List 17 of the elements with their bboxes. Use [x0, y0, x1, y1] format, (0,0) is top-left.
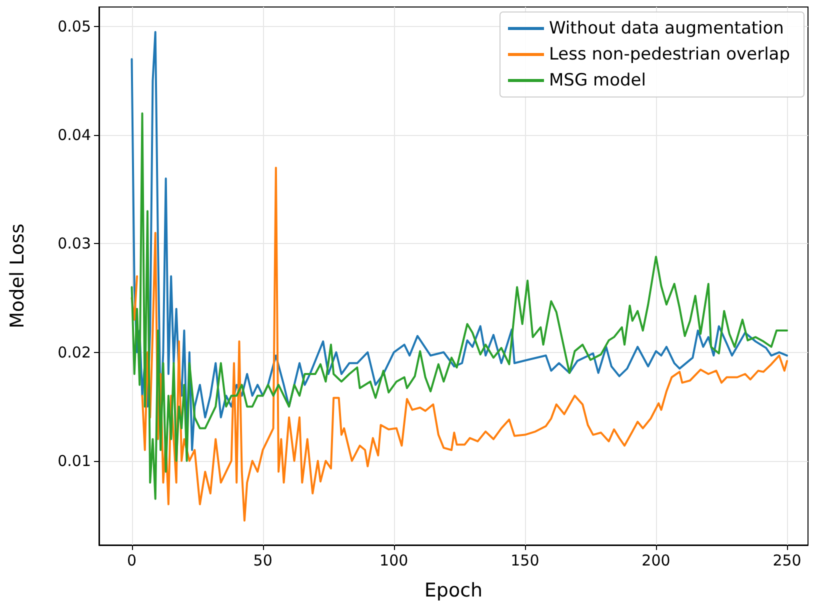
x-axis-title: Epoch: [424, 580, 483, 602]
legend-label: Without data augmentation: [548, 18, 784, 38]
y-tick-label: 0.03: [58, 234, 91, 253]
y-tick-label: 0.04: [58, 126, 91, 144]
y-tick-label: 0.02: [58, 343, 91, 362]
y-tick-label: 0.01: [58, 452, 91, 470]
legend-label: MSG model: [548, 70, 646, 90]
line-series: [130, 112, 788, 500]
y-axis-title: Model Loss: [6, 224, 28, 328]
y-tick-label: 0.05: [58, 18, 91, 36]
x-tick-label: 250: [772, 552, 802, 570]
x-tick-label: 0: [126, 552, 137, 570]
legend-label: Less non-pedestrian overlap: [548, 44, 790, 64]
x-tick-label: 100: [380, 552, 408, 570]
x-tick-label: 200: [642, 552, 670, 570]
x-tick-label: 50: [253, 552, 272, 570]
x-tick-label: 150: [510, 552, 540, 570]
